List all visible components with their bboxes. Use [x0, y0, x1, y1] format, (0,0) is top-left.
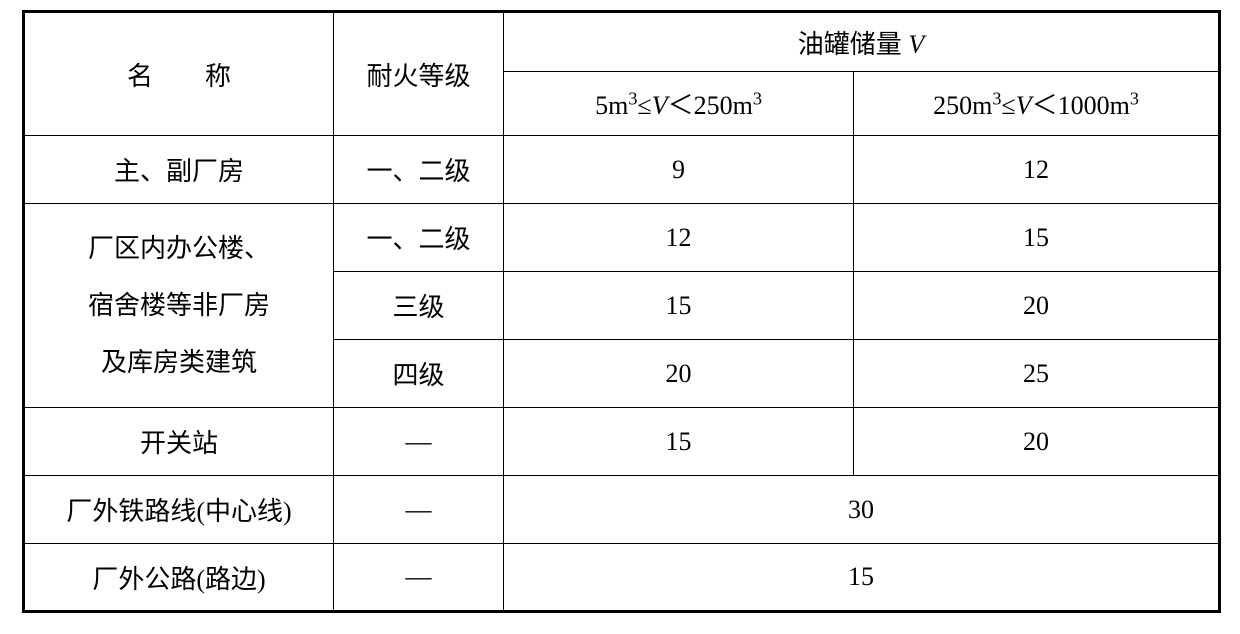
table-row: 主、副厂房 一、二级 9 12 [24, 136, 1220, 204]
cell-fire: — [334, 544, 504, 612]
table-container: 名 称 耐火等级 油罐储量 V 5m3≤V＜250m3 250m3≤V＜1000… [0, 0, 1240, 634]
cell-v1: 9 [504, 136, 854, 204]
cell-fire: — [334, 408, 504, 476]
cell-merged-value: 30 [504, 476, 1220, 544]
cell-fire: 一、二级 [334, 204, 504, 272]
name-label: 名 称 [127, 62, 231, 91]
cell-name-multi: 厂区内办公楼、 宿舍楼等非厂房 及库房类建筑 [24, 204, 334, 408]
cell-v2: 25 [854, 340, 1220, 408]
cell-name: 厂外铁路线(中心线) [24, 476, 334, 544]
cell-merged-value: 15 [504, 544, 1220, 612]
cell-v2: 20 [854, 408, 1220, 476]
cell-v1: 20 [504, 340, 854, 408]
fire-label: 耐火等级 [366, 62, 470, 91]
distance-table: 名 称 耐火等级 油罐储量 V 5m3≤V＜250m3 250m3≤V＜1000… [22, 10, 1221, 613]
cell-v1: 15 [504, 272, 854, 340]
cell-fire: 一、二级 [334, 136, 504, 204]
cell-name: 厂外公路(路边) [24, 544, 334, 612]
col-header-fire: 耐火等级 [334, 12, 504, 136]
cell-name: 主、副厂房 [24, 136, 334, 204]
name-line: 宿舍楼等非厂房 [88, 291, 270, 320]
storage-header-text: 油罐储量 [798, 30, 909, 59]
cell-fire: 四级 [334, 340, 504, 408]
table-row: 厂区内办公楼、 宿舍楼等非厂房 及库房类建筑 一、二级 12 15 [24, 204, 1220, 272]
col-header-storage: 油罐储量 V [504, 12, 1220, 72]
cell-fire: 三级 [334, 272, 504, 340]
table-row: 开关站 — 15 20 [24, 408, 1220, 476]
cell-name: 开关站 [24, 408, 334, 476]
cell-fire: — [334, 476, 504, 544]
col-header-range1: 5m3≤V＜250m3 [504, 72, 854, 136]
storage-var: V [908, 30, 924, 59]
col-header-name: 名 称 [24, 12, 334, 136]
header-row-1: 名 称 耐火等级 油罐储量 V [24, 12, 1220, 72]
cell-v2: 12 [854, 136, 1220, 204]
col-header-range2: 250m3≤V＜1000m3 [854, 72, 1220, 136]
name-line: 厂区内办公楼、 [88, 234, 270, 263]
cell-v1: 12 [504, 204, 854, 272]
cell-v1: 15 [504, 408, 854, 476]
name-line: 及库房类建筑 [101, 348, 257, 377]
table-row: 厂外铁路线(中心线) — 30 [24, 476, 1220, 544]
table-row: 厂外公路(路边) — 15 [24, 544, 1220, 612]
cell-v2: 15 [854, 204, 1220, 272]
cell-v2: 20 [854, 272, 1220, 340]
